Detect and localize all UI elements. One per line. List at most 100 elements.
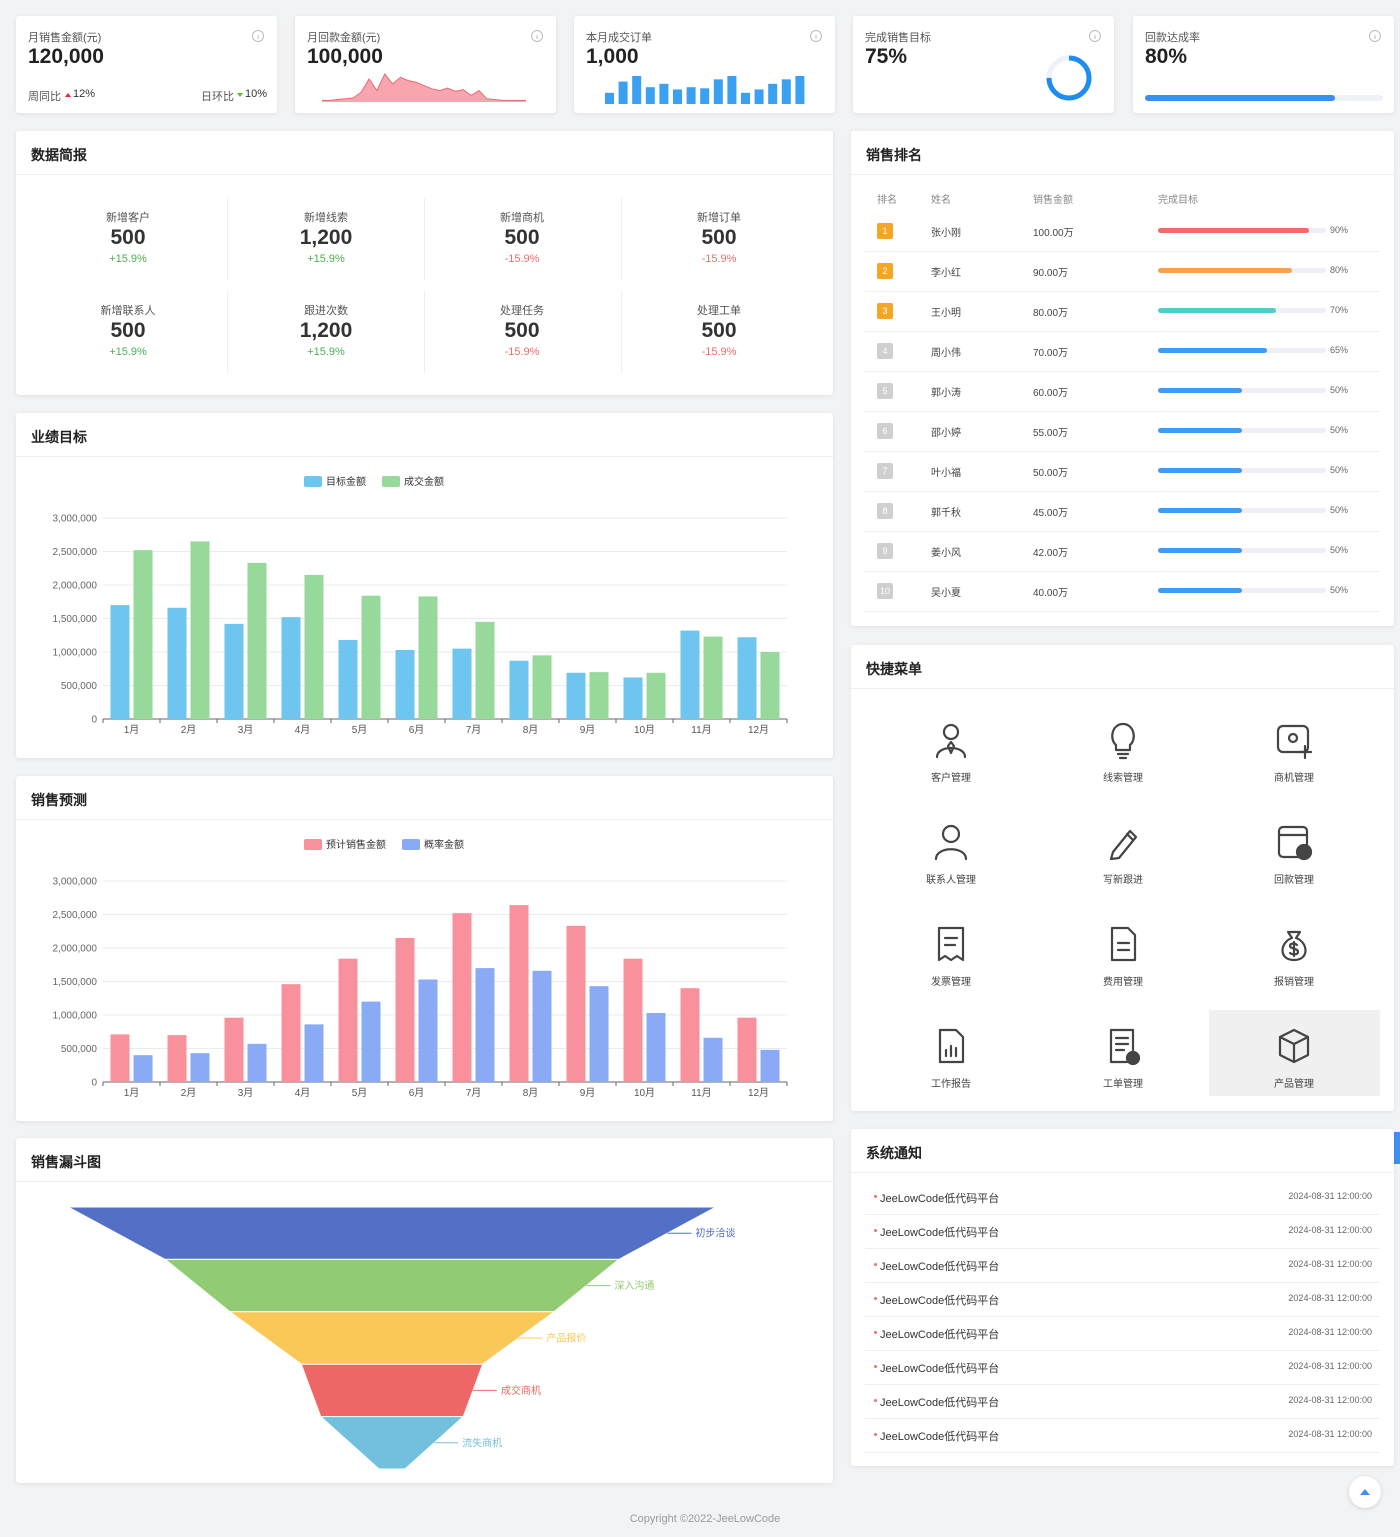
rank-amount: 45.00万 — [1033, 508, 1069, 519]
card-divider — [851, 1172, 1394, 1173]
legend-swatch — [402, 839, 420, 850]
x-tick-label: 2月 — [181, 1087, 197, 1099]
mini-bar — [659, 83, 669, 104]
menu-label[interactable]: 联系人管理 — [926, 875, 976, 886]
kpi-value: 80% — [1145, 45, 1188, 68]
rank-badge: 7 — [877, 463, 893, 479]
menu-icon[interactable] — [1103, 822, 1143, 862]
notice-dot — [874, 1331, 877, 1334]
menu-label[interactable]: 产品管理 — [1274, 1079, 1314, 1090]
funnel-card: 销售漏斗图 初步洽谈 深入沟通 产品报价 成交商机 流失商机 — [16, 1138, 833, 1483]
menu-icon[interactable] — [1274, 1026, 1314, 1066]
notice-text[interactable]: JeeLowCode低代码平台 — [880, 1397, 1000, 1409]
info-icon — [1089, 30, 1101, 42]
funnel-stage — [319, 1416, 465, 1470]
brief-change: +15.9% — [307, 346, 345, 358]
bar — [133, 550, 153, 719]
menu-icon[interactable] — [931, 924, 971, 964]
bar — [361, 1001, 381, 1082]
kpi-card: 完成销售目标 75% — [853, 16, 1114, 113]
bar — [760, 652, 780, 719]
progress-track — [1158, 588, 1326, 593]
menu-icon[interactable] — [1274, 720, 1314, 760]
rank-badge: 2 — [877, 263, 893, 279]
notice-time: 2024-08-31 12:00:00 — [1288, 1225, 1372, 1235]
rank-name: 王小明 — [931, 308, 961, 319]
menu-label[interactable]: 费用管理 — [1103, 977, 1143, 988]
x-tick-label: 3月 — [238, 1087, 254, 1099]
menu-icon[interactable] — [931, 1026, 971, 1066]
brief-change: +15.9% — [109, 253, 147, 265]
menu-label[interactable]: 工作报告 — [931, 1079, 971, 1090]
progress-bar — [1158, 308, 1276, 313]
row-divider — [865, 411, 1380, 412]
notice-text[interactable]: JeeLowCode低代码平台 — [880, 1227, 1000, 1239]
progress-bar — [1158, 388, 1242, 393]
menu-icon[interactable] — [931, 822, 971, 862]
bar — [361, 595, 381, 719]
back-to-top-icon — [1360, 1489, 1370, 1495]
target-card: 业绩目标 目标金额 成交金额 0 500,000 1,000,000 1,500,000 2,… — [16, 413, 833, 758]
bar — [532, 970, 552, 1082]
menu-label[interactable]: 线索管理 — [1103, 773, 1143, 784]
menu-label[interactable]: 发票管理 — [931, 977, 971, 988]
mini-bar — [795, 76, 805, 104]
notice-text[interactable]: JeeLowCode低代码平台 — [880, 1295, 1000, 1307]
brief-label: 新增客户 — [106, 212, 150, 224]
notice-text[interactable]: JeeLowCode低代码平台 — [880, 1363, 1000, 1375]
brief-label: 新增订单 — [697, 212, 741, 224]
menu-label[interactable]: 写新跟进 — [1103, 875, 1143, 886]
notice-time: 2024-08-31 12:00:00 — [1288, 1327, 1372, 1337]
chart-svg — [237, 93, 243, 97]
funnel-stage — [163, 1258, 621, 1313]
notice-text[interactable]: JeeLowCode低代码平台 — [880, 1193, 1000, 1205]
progress-bar — [1158, 428, 1242, 433]
menu-icon[interactable] — [931, 720, 971, 760]
notices-card: 系统通知 JeeLowCode低代码平台 2024-08-31 12:00:00 Je… — [851, 1129, 1394, 1466]
menu-icon[interactable] — [1103, 924, 1143, 964]
notice-text[interactable]: JeeLowCode低代码平台 — [880, 1431, 1000, 1443]
mini-bar — [618, 81, 628, 104]
bar — [623, 958, 643, 1082]
x-tick-label: 5月 — [352, 1087, 368, 1099]
rank-amount: 60.00万 — [1033, 388, 1069, 399]
mini-bar — [632, 76, 642, 104]
menu-card: 快捷菜单 客户管理 线索管理 商机管理 联系人管理 写新跟进 回款管理 发票管理 费用管理 报销管… — [851, 645, 1394, 1111]
row-divider — [865, 1452, 1380, 1453]
brief-value: 500 — [701, 319, 737, 342]
x-tick-label: 3月 — [238, 724, 254, 736]
bar — [167, 1035, 187, 1082]
menu-label[interactable]: 回款管理 — [1274, 875, 1314, 886]
menu-label[interactable]: 客户管理 — [931, 773, 971, 784]
notice-text[interactable]: JeeLowCode低代码平台 — [880, 1261, 1000, 1273]
rank-badge: 4 — [877, 343, 893, 359]
menu-label[interactable]: 商机管理 — [1274, 773, 1314, 784]
brief-value: 500 — [701, 226, 737, 249]
info-icon — [531, 30, 543, 42]
funnel-label: 深入沟通 — [614, 1279, 654, 1292]
menu-label[interactable]: 报销管理 — [1274, 977, 1314, 988]
rank-badge: 5 — [877, 383, 893, 399]
chart-svg — [322, 73, 526, 102]
mini-bar — [741, 92, 750, 104]
menu-icon[interactable] — [1274, 924, 1314, 964]
y-tick-label: 2,000,000 — [53, 944, 98, 955]
menu-icon[interactable] — [1103, 1026, 1143, 1066]
notice-time: 2024-08-31 12:00:00 — [1288, 1191, 1372, 1201]
y-tick-label: 2,500,000 — [53, 910, 98, 921]
y-tick-label: 1,500,000 — [53, 977, 98, 988]
notice-text[interactable]: JeeLowCode低代码平台 — [880, 1329, 1000, 1341]
mini-bar — [781, 79, 791, 104]
sparkline-area — [322, 74, 526, 102]
column-header: 销售金额 — [1033, 195, 1073, 206]
row-divider — [865, 1418, 1380, 1419]
progress-bar — [1158, 268, 1293, 273]
back-to-top[interactable] — [1349, 1476, 1381, 1508]
menu-icon[interactable] — [1274, 822, 1314, 862]
ranking-card: 销售排名 排名 姓名 销售金额 完成目标 1 张小刚 100.00万 90% 2 李小红 90.00万… — [851, 131, 1394, 626]
menu-label[interactable]: 工单管理 — [1103, 1079, 1143, 1090]
rank-amount: 50.00万 — [1033, 468, 1069, 479]
menu-icon[interactable] — [1103, 720, 1143, 760]
brief-change: -15.9% — [504, 346, 540, 358]
